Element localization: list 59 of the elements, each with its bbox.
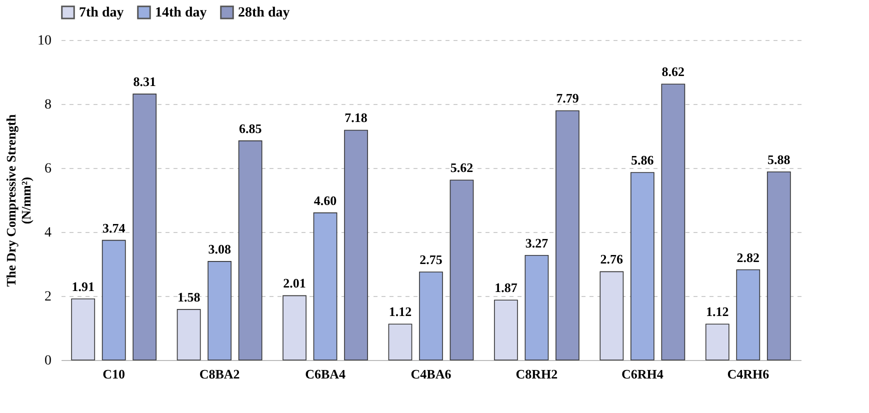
bar: [102, 240, 126, 360]
bar: [450, 180, 474, 360]
y-tick-label: 6: [44, 162, 52, 176]
bar: [282, 295, 306, 360]
x-tick-label: C4BA6: [410, 366, 452, 382]
bar: [238, 140, 262, 360]
bar: [71, 298, 96, 360]
data-label: 2.75: [420, 252, 443, 267]
data-label: 1.91: [72, 278, 94, 294]
bar: [661, 84, 686, 360]
bar: [630, 172, 654, 360]
x-tick-label: C6BA4: [305, 366, 346, 382]
bar: [132, 94, 157, 360]
bar: [419, 272, 443, 360]
data-label: 8.31: [133, 74, 156, 90]
x-tick-label: C8RH2: [516, 366, 558, 382]
bar: [766, 171, 791, 360]
data-label: 5.88: [768, 152, 791, 167]
bar: [600, 271, 624, 360]
bar: [208, 261, 232, 360]
x-tick-label: C8BA2: [199, 366, 240, 382]
data-label: 3.74: [102, 220, 126, 236]
legend-label: 14th day: [155, 5, 207, 20]
data-label: 2.82: [736, 250, 760, 265]
data-label: 6.85: [238, 120, 262, 136]
y-axis-title: The Dry Compressive Strength (N/mm²): [4, 113, 34, 287]
bar: [556, 110, 580, 360]
data-label: 7.18: [344, 110, 368, 126]
x-tick-label: C4RH6: [727, 366, 770, 382]
legend-label: 28th day: [238, 5, 290, 20]
y-tick-label: 4: [44, 226, 52, 240]
data-label: 1.12: [706, 304, 729, 320]
data-label: 5.86: [631, 152, 654, 168]
bar: [494, 300, 518, 360]
bar: [344, 130, 368, 360]
x-tick-label: C10: [102, 366, 126, 382]
data-label: 8.62: [662, 64, 685, 80]
bar: [736, 269, 760, 360]
bar: [705, 324, 730, 360]
y-tick-label: 0: [44, 354, 52, 368]
bar: [176, 309, 201, 360]
data-label: 5.62: [450, 160, 474, 176]
y-tick-label: 10: [38, 34, 52, 48]
bar: [524, 254, 549, 360]
data-label: 3.27: [525, 235, 549, 250]
data-label: 1.58: [177, 289, 201, 304]
data-label: 2.01: [283, 276, 306, 291]
data-label: 4.60: [314, 192, 337, 208]
x-tick-label: C6RH4: [621, 366, 664, 382]
data-label: 1.12: [388, 304, 412, 320]
data-label: 2.76: [600, 252, 624, 267]
legend-label: 7th day: [79, 5, 124, 20]
data-label: 7.79: [556, 90, 580, 106]
y-tick-label: 8: [44, 98, 52, 112]
bar: [388, 324, 412, 360]
data-label: 3.08: [208, 241, 232, 256]
y-tick-label: 2: [44, 290, 52, 304]
bar: [313, 212, 338, 360]
data-label: 1.87: [494, 280, 518, 296]
